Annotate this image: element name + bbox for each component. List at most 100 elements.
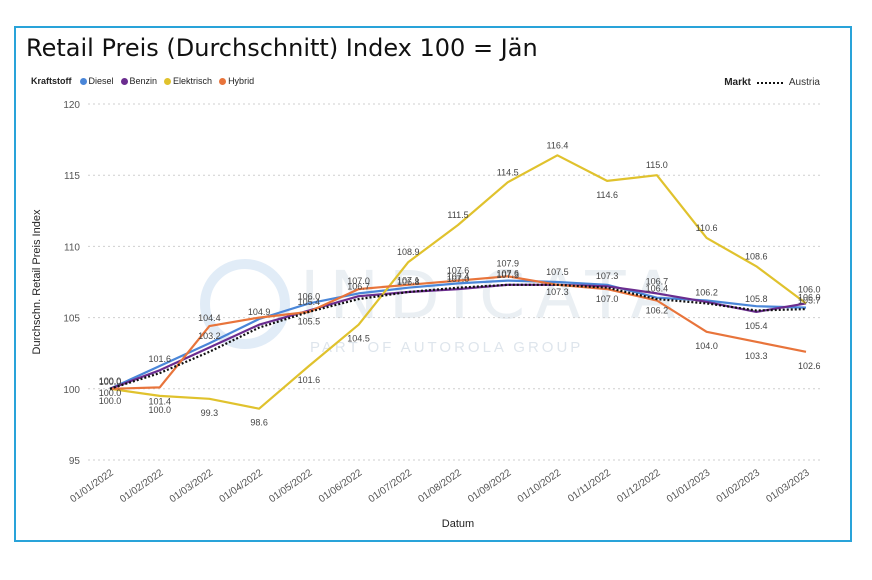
data-label-elektrisch-14: 106.0 [798, 284, 821, 294]
data-label-benzin-13: 105.4 [745, 321, 768, 331]
data-label-diesel-9: 107.5 [546, 267, 569, 277]
data-label-elektrisch-5: 104.5 [347, 334, 370, 344]
data-label-diesel-2: 103.2 [198, 331, 221, 341]
data-label-elektrisch-9: 116.4 [546, 140, 568, 150]
data-label-elektrisch-7: 111.5 [447, 210, 468, 220]
legend-title: Kraftstoff [31, 76, 72, 86]
x-tick-01-10-2022: 01/10/2022 [516, 467, 564, 505]
data-label-elektrisch-12: 110.6 [696, 223, 718, 233]
data-label-elektrisch-2: 99.3 [201, 408, 219, 418]
data-label-elektrisch-4: 101.6 [298, 375, 321, 385]
data-label-benzin-6: 106.8 [397, 277, 420, 287]
data-label-elektrisch-6: 108.9 [397, 247, 420, 257]
data-label-benzin-14: 106.0 [798, 292, 821, 302]
x-tick-01-01-2023: 01/01/2023 [665, 467, 713, 505]
y-tick-labels: 95 100 105 110 115 120 [63, 100, 80, 467]
data-label-hybrid-5: 107.0 [347, 276, 370, 286]
series-line-elektrisch[interactable] [109, 154, 807, 410]
data-label-diesel-10: 107.3 [596, 271, 619, 281]
y-tick-115: 115 [64, 171, 80, 182]
data-labels: 100.0 101.6 103.2 104.9 106.0 106.7 107.1 107.4… [99, 140, 821, 427]
market-legend-swatch [756, 81, 783, 84]
y-tick-100: 100 [63, 385, 80, 396]
data-label-diesel-8: 107.6 [496, 269, 519, 279]
data-label-benzin-7: 107.0 [447, 274, 470, 284]
x-tick-01-08-2022: 01/08/2022 [416, 467, 464, 505]
data-label-elektrisch-8: 114.5 [497, 167, 519, 177]
data-label-hybrid-7: 107.6 [447, 266, 470, 276]
data-label-elektrisch-1: 100.0 [148, 405, 171, 415]
data-label-elektrisch-11: 115.0 [646, 160, 668, 170]
data-label-diesel-14: 105.7 [798, 296, 821, 306]
x-tick-01-04-2022: 01/04/2022 [218, 467, 266, 505]
data-label-diesel-1: 101.6 [148, 354, 171, 364]
legend-dot-elektrisch [164, 77, 172, 85]
chart-title: Retail Preis (Durchschnitt) Index 100 = … [26, 34, 538, 62]
x-axis-title: Datum [442, 518, 474, 530]
legend-label-hybrid: Hybrid [228, 76, 255, 86]
gridlines [88, 103, 822, 461]
data-label-hybrid-12: 104.0 [695, 341, 718, 351]
x-tick-01-03-2022: 01/03/2022 [168, 467, 216, 505]
x-tick-01-05-2022: 01/05/2022 [267, 467, 315, 505]
y-tick-120: 120 [63, 100, 80, 111]
data-label-elektrisch-3: 98.6 [250, 418, 268, 428]
data-label-benzin-11: 106.7 [646, 276, 669, 286]
series-line-hybrid[interactable] [109, 275, 807, 390]
legend-label-elektrisch: Elektrisch [173, 76, 213, 86]
data-label-hybrid-14: 102.6 [798, 361, 821, 371]
y-tick-105: 105 [63, 314, 80, 325]
market-legend: Markt Austria [724, 77, 820, 88]
x-tick-01-07-2022: 01/07/2022 [367, 467, 415, 505]
data-label-diesel-6: 107.1 [397, 276, 420, 286]
series-line-benzin[interactable] [109, 283, 807, 390]
legend-item-diesel[interactable]: Diesel [79, 76, 114, 86]
data-label-hybrid-13: 103.3 [745, 351, 768, 361]
legend-dot-diesel [79, 77, 87, 85]
market-legend-label[interactable]: Austria [788, 77, 820, 88]
market-legend-title: Markt [724, 77, 751, 88]
series-lines [109, 154, 807, 410]
legend-label-benzin: Benzin [129, 76, 158, 86]
data-label-diesel-13: 105.8 [745, 294, 768, 304]
data-label-hybrid-8: 107.9 [496, 258, 519, 268]
data-label-diesel-7: 107.4 [447, 271, 470, 281]
legend-dot-benzin [120, 77, 128, 85]
legend-item-benzin[interactable]: Benzin [120, 76, 158, 86]
data-label-benzin-4: 105.5 [298, 316, 321, 326]
x-tick-01-02-2022: 01/02/2022 [118, 467, 166, 505]
data-label-elektrisch-13: 108.6 [745, 251, 768, 261]
market-line-austria[interactable] [109, 283, 807, 390]
x-tick-01-12-2022: 01/12/2022 [615, 467, 663, 505]
y-tick-110: 110 [64, 242, 80, 253]
fuel-legend: Kraftstoff Diesel Benzin Elektrisch Hybr… [31, 76, 256, 86]
y-axis-title: Durchschn. Retail Preis Index [31, 209, 43, 354]
data-label-diesel-0: 100.0 [99, 376, 122, 386]
x-tick-01-02-2023: 01/02/2023 [715, 467, 763, 505]
data-label-elektrisch-10: 114.6 [596, 190, 618, 200]
legend-dot-hybrid [219, 77, 227, 85]
data-label-hybrid-4: 105.4 [298, 297, 321, 307]
data-label-hybrid-2: 104.4 [198, 313, 221, 323]
x-tick-01-06-2022: 01/06/2022 [317, 467, 365, 505]
data-label-hybrid-10: 107.0 [596, 294, 619, 304]
data-label-diesel-5: 106.7 [347, 281, 370, 291]
x-tick-01-03-2023: 01/03/2023 [764, 467, 812, 505]
data-label-diesel-3: 104.9 [248, 307, 271, 317]
legend-item-hybrid[interactable]: Hybrid [219, 76, 254, 86]
legend-item-elektrisch[interactable]: Elektrisch [164, 76, 212, 86]
x-tick-01-01-2022: 01/01/2022 [68, 467, 116, 505]
data-label-elektrisch-0: 100.0 [99, 388, 122, 398]
data-label-diesel-4: 106.0 [298, 291, 321, 301]
y-tick-95: 95 [69, 456, 81, 467]
x-tick-01-09-2022: 01/09/2022 [466, 467, 514, 505]
data-label-benzin-0: 100.0 [99, 377, 122, 387]
x-tick-labels: 01/01/2022 01/02/2022 01/03/2022 01/04/2022… [68, 467, 812, 505]
data-label-benzin-9: 107.3 [546, 287, 569, 297]
data-label-benzin-8: 107.3 [496, 270, 519, 280]
legend-label-diesel: Diesel [88, 76, 114, 86]
data-label-hybrid-0: 100.0 [99, 396, 122, 406]
x-tick-01-11-2022: 01/11/2022 [566, 467, 613, 505]
data-label-diesel-12: 106.2 [695, 288, 718, 298]
